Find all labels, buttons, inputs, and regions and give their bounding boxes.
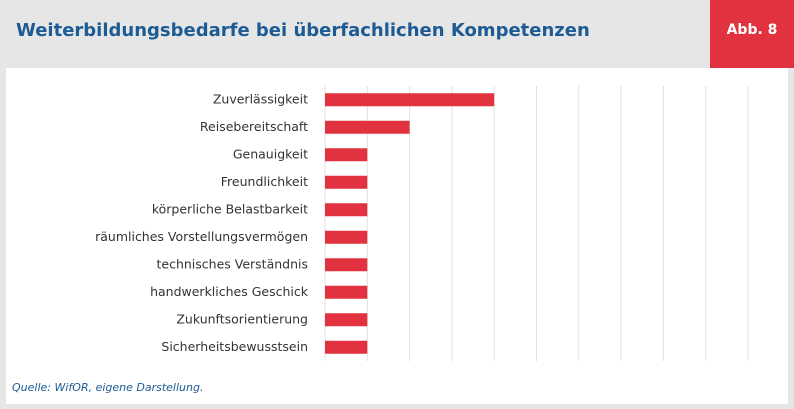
bar: [325, 230, 368, 244]
bar: [325, 120, 410, 134]
badge: Abb. 8: [727, 22, 778, 38]
y-tick-label: handwerkliches Geschick: [150, 284, 309, 299]
bar: [325, 93, 495, 107]
chart-title: Weiterbildungsbedarfe bei überfachlichen…: [16, 20, 590, 41]
y-tick-label: Freundlichkeit: [221, 174, 308, 189]
bar: [325, 203, 368, 217]
bar: [325, 340, 368, 354]
bar: [325, 148, 368, 162]
y-tick-label: Zuverlässigkeit: [213, 91, 308, 106]
source: Quelle: WifOR, eigene Darstellung.: [12, 381, 203, 394]
y-tick-label: technisches Verständnis: [156, 256, 308, 271]
y-tick-label: Genauigkeit: [233, 146, 308, 161]
y-tick-label: Reisebereitschaft: [200, 119, 308, 134]
bar: [325, 175, 368, 189]
y-tick-label: körperliche Belastbarkeit: [152, 201, 308, 216]
bar: [325, 285, 368, 299]
bar: [325, 313, 368, 327]
badge-box: [710, 0, 794, 68]
y-tick-label: räumliches Vorstellungsvermögen: [95, 229, 308, 244]
bar: [325, 258, 368, 272]
y-tick-label: Sicherheitsbewusstsein: [161, 339, 308, 354]
y-tick-label: Zukunftsorientierung: [176, 311, 308, 326]
